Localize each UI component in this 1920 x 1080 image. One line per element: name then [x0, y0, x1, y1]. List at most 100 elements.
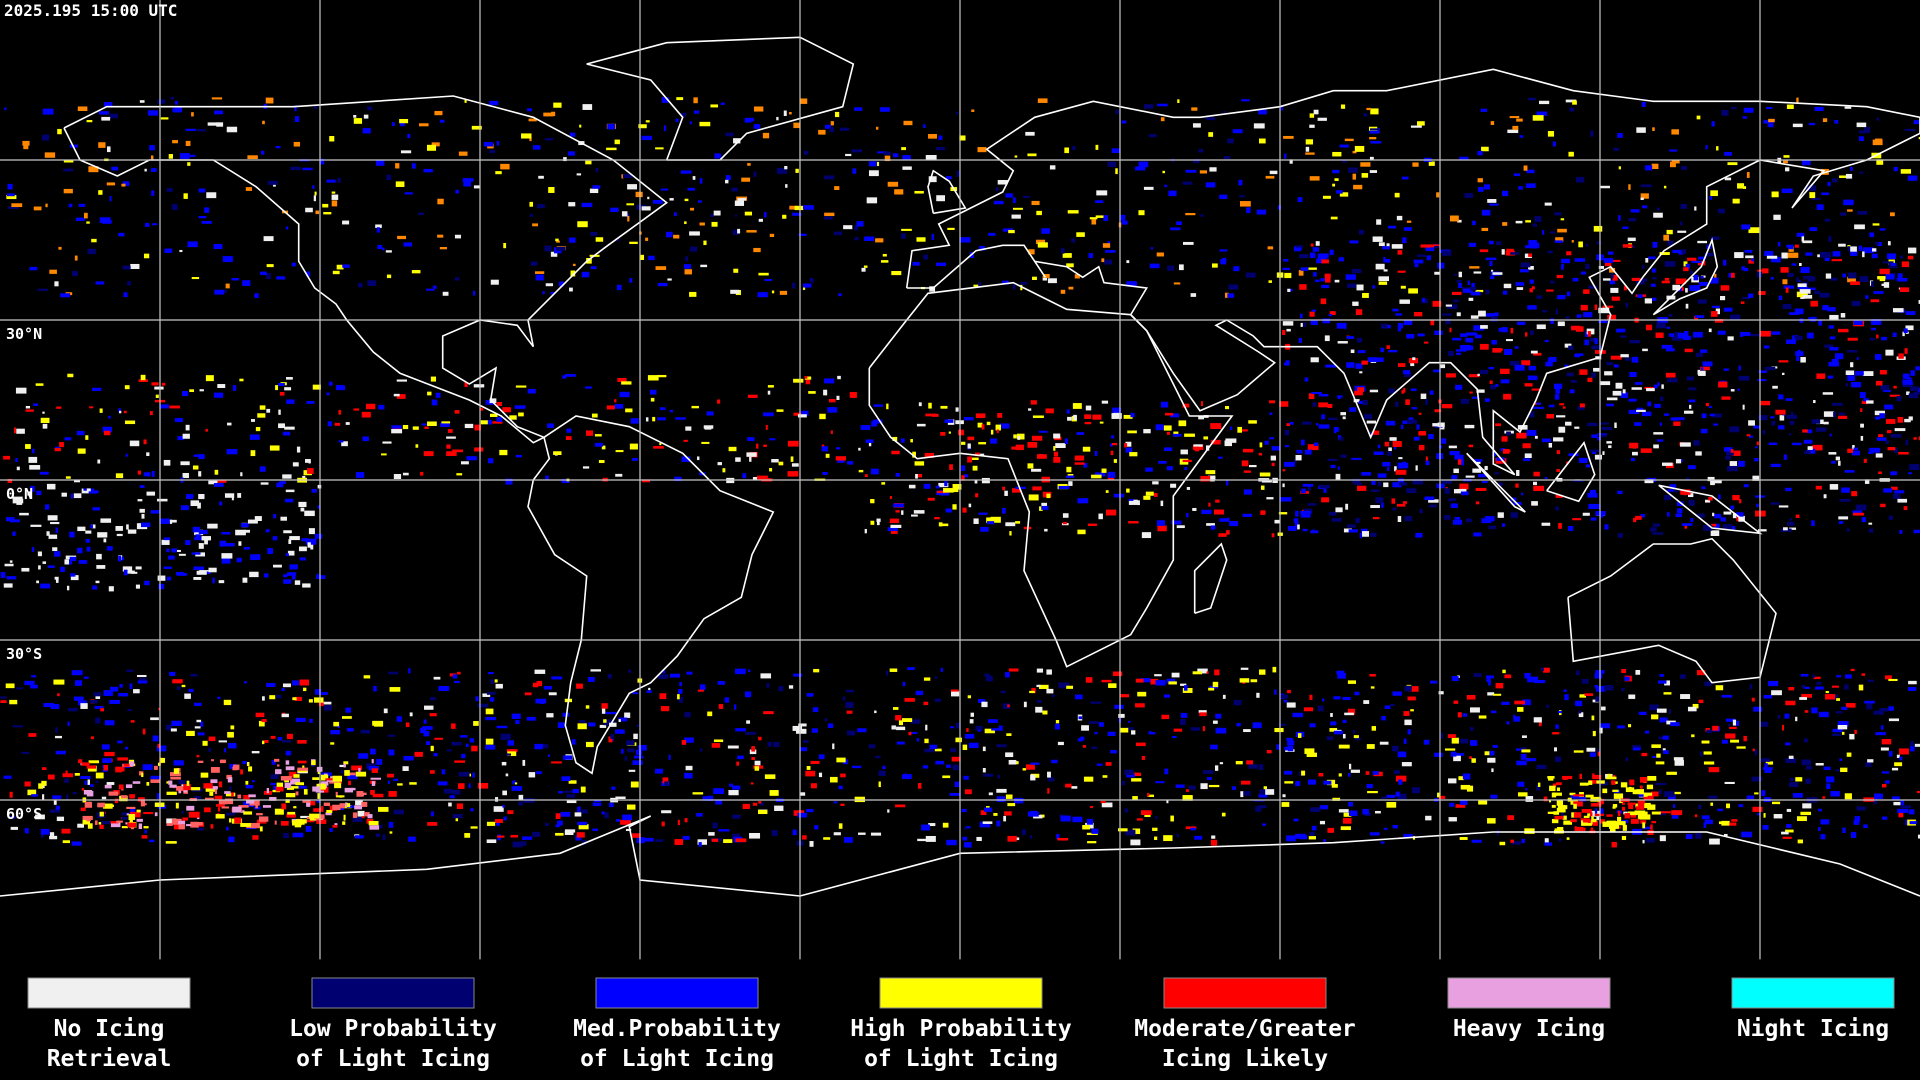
speckle — [1005, 193, 1013, 198]
speckle — [792, 212, 802, 216]
speckle — [1289, 159, 1293, 164]
legend-label: Heavy Icing — [1453, 1016, 1605, 1042]
speckle — [308, 528, 315, 535]
speckle — [1679, 221, 1683, 226]
speckle — [1377, 473, 1387, 478]
speckle — [190, 787, 201, 791]
speckle — [454, 760, 466, 763]
speckle — [1899, 748, 1909, 755]
speckle — [1824, 257, 1830, 262]
speckle — [1035, 239, 1046, 245]
speckle — [577, 221, 588, 228]
speckle — [1434, 752, 1443, 757]
speckle — [1726, 465, 1738, 472]
speckle — [1386, 243, 1390, 248]
speckle — [1107, 161, 1116, 167]
speckle — [1327, 417, 1338, 420]
speckle — [736, 761, 740, 766]
speckle — [1602, 821, 1610, 827]
speckle — [1432, 300, 1442, 307]
speckle — [1501, 701, 1510, 705]
speckle — [1578, 710, 1582, 714]
speckle — [242, 577, 248, 583]
speckle — [1622, 389, 1626, 394]
speckle — [1801, 684, 1806, 689]
speckle — [1552, 732, 1560, 735]
speckle — [1562, 406, 1566, 409]
speckle — [1652, 276, 1657, 280]
speckle — [636, 837, 646, 844]
speckle — [1478, 473, 1487, 478]
speckle — [55, 727, 58, 733]
speckle — [1591, 715, 1595, 721]
speckle — [808, 391, 816, 394]
speckle — [1829, 433, 1832, 437]
speckle — [1685, 834, 1693, 839]
speckle — [1241, 99, 1250, 102]
speckle — [1283, 258, 1289, 262]
speckle — [229, 818, 232, 823]
speckle — [1241, 780, 1251, 785]
speckle — [86, 765, 96, 769]
speckle — [1005, 522, 1016, 527]
speckle — [1565, 421, 1572, 426]
speckle — [945, 508, 952, 513]
speckle — [1166, 431, 1170, 435]
speckle — [1561, 263, 1564, 270]
speckle — [427, 391, 432, 396]
speckle — [1028, 249, 1035, 255]
speckle — [195, 534, 201, 541]
speckle — [725, 175, 731, 181]
speckle — [1860, 435, 1864, 441]
speckle — [1521, 492, 1524, 496]
speckle — [759, 802, 764, 806]
speckle — [55, 750, 66, 755]
speckle — [1385, 258, 1391, 263]
speckle — [1791, 263, 1797, 266]
speckle — [1276, 744, 1280, 750]
speckle — [825, 124, 832, 129]
speckle — [697, 839, 708, 845]
speckle — [1708, 795, 1718, 799]
speckle — [1447, 350, 1454, 356]
speckle — [1004, 811, 1012, 816]
speckle — [1313, 272, 1317, 277]
speckle — [804, 376, 808, 379]
speckle — [1458, 282, 1462, 289]
speckle — [1770, 276, 1774, 280]
speckle — [1695, 451, 1702, 456]
speckle — [1223, 110, 1226, 114]
speckle — [243, 529, 251, 533]
speckle — [1351, 457, 1362, 460]
speckle — [249, 800, 260, 806]
speckle — [776, 116, 779, 121]
speckle — [936, 195, 945, 202]
speckle — [1521, 735, 1527, 738]
speckle — [1778, 295, 1783, 300]
speckle — [405, 722, 410, 728]
speckle — [1121, 120, 1127, 124]
speckle — [1651, 811, 1661, 815]
speckle — [92, 585, 98, 590]
speckle — [731, 187, 738, 192]
speckle — [335, 791, 338, 797]
speckle — [1556, 799, 1564, 806]
speckle — [1885, 418, 1896, 424]
speckle — [1363, 700, 1370, 704]
speckle — [1664, 277, 1670, 281]
speckle — [940, 523, 949, 527]
speckle — [1442, 250, 1452, 256]
speckle — [1831, 358, 1839, 363]
speckle — [720, 102, 725, 105]
speckle — [1403, 319, 1413, 326]
speckle — [1299, 284, 1307, 290]
speckle — [1789, 518, 1793, 521]
speckle — [1354, 482, 1363, 486]
speckle — [1868, 522, 1873, 525]
speckle — [1674, 759, 1684, 766]
speckle — [166, 576, 172, 581]
speckle — [1164, 768, 1169, 775]
speckle — [1318, 402, 1329, 408]
speckle — [46, 531, 50, 536]
speckle — [80, 807, 86, 812]
